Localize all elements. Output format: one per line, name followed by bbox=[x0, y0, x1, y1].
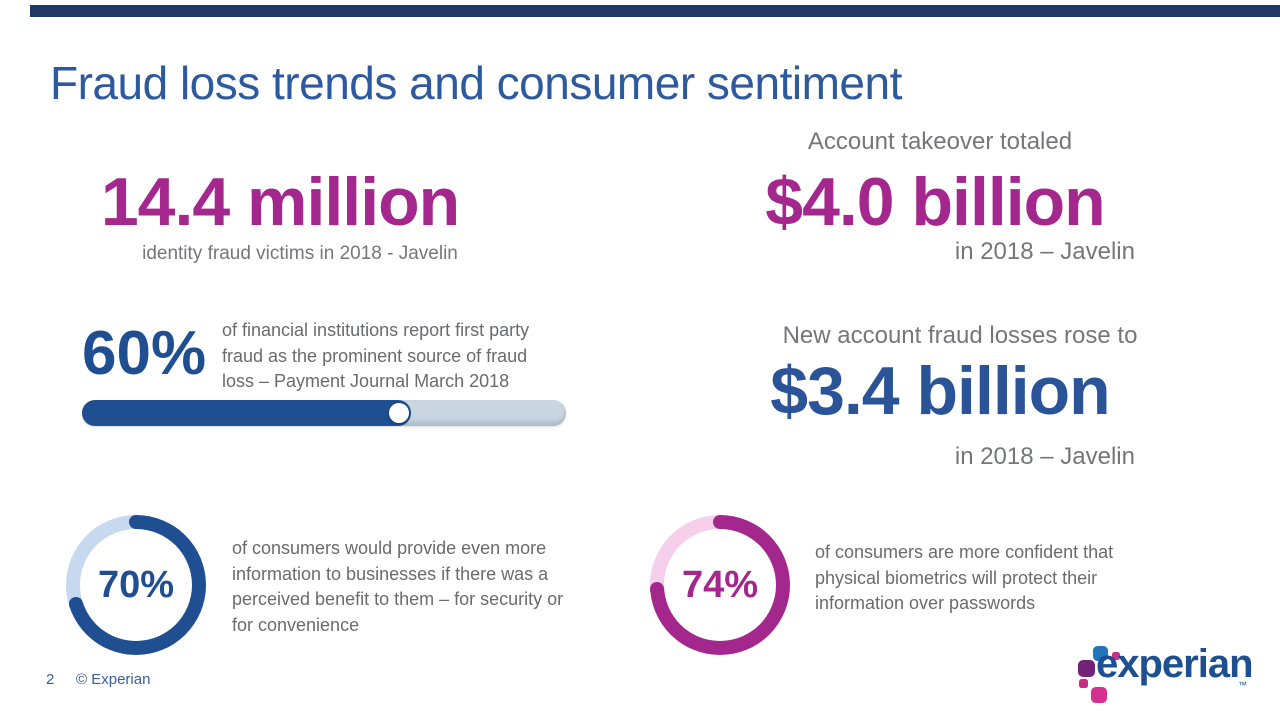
stat-identity-fraud-caption: identity fraud victims in 2018 - Javelin bbox=[142, 243, 458, 264]
donut-arc-cap bbox=[129, 515, 143, 529]
progress-slider bbox=[82, 400, 566, 426]
donut-biometrics-label: 74% bbox=[681, 563, 759, 606]
copyright-text: © Experian bbox=[76, 671, 151, 688]
experian-logo: experian ™ bbox=[1076, 640, 1256, 710]
stat-account-takeover-value: $4.0 billion bbox=[765, 164, 1105, 240]
logo-dot-pink-bottom-icon bbox=[1079, 679, 1088, 688]
logo-square-pink-icon bbox=[1091, 687, 1107, 703]
donut-chart-consumers: 70% bbox=[66, 515, 206, 655]
donut-consumers-text: of consumers would provide even more inf… bbox=[232, 538, 564, 635]
stat-identity-fraud-value: 14.4 million bbox=[100, 164, 460, 240]
donut-chart-biometrics: 74% bbox=[650, 515, 790, 655]
logo-square-blue-icon bbox=[1093, 646, 1108, 661]
logo-square-purple-icon bbox=[1078, 660, 1095, 677]
progress-slider-knob[interactable] bbox=[389, 403, 410, 423]
donut-arc-cap bbox=[650, 581, 665, 596]
logo-trademark: ™ bbox=[1238, 680, 1247, 690]
stat-new-account-caption: in 2018 – Javelin bbox=[954, 443, 1135, 470]
page-number: 2 bbox=[46, 671, 55, 688]
page-title: Fraud loss trends and consumer sentiment bbox=[50, 57, 902, 109]
donut-hole bbox=[80, 529, 192, 641]
stat-new-account-value: $3.4 billion bbox=[770, 353, 1110, 429]
donut-consumers-label: 70% bbox=[97, 563, 175, 606]
stat-account-takeover-caption: in 2018 – Javelin bbox=[954, 238, 1135, 265]
donut-biometrics-text: of consumers are more confident that phy… bbox=[815, 542, 1114, 614]
stat-new-account-lead: New account fraud losses rose to bbox=[782, 322, 1138, 349]
donut-arc-cap bbox=[69, 597, 84, 612]
top-accent-bar bbox=[30, 5, 1280, 17]
logo-wordmark: experian bbox=[1096, 642, 1254, 686]
stat-first-party-value: 60% bbox=[82, 319, 207, 388]
stat-account-takeover-lead: Account takeover totaled bbox=[807, 128, 1073, 155]
stat-first-party-text: of financial institutions report first p… bbox=[222, 320, 530, 392]
donut-arc-cap bbox=[713, 515, 727, 529]
donut-hole bbox=[664, 529, 776, 641]
progress-slider-fill bbox=[82, 400, 412, 426]
logo-dot-pink-top-icon bbox=[1112, 652, 1120, 660]
